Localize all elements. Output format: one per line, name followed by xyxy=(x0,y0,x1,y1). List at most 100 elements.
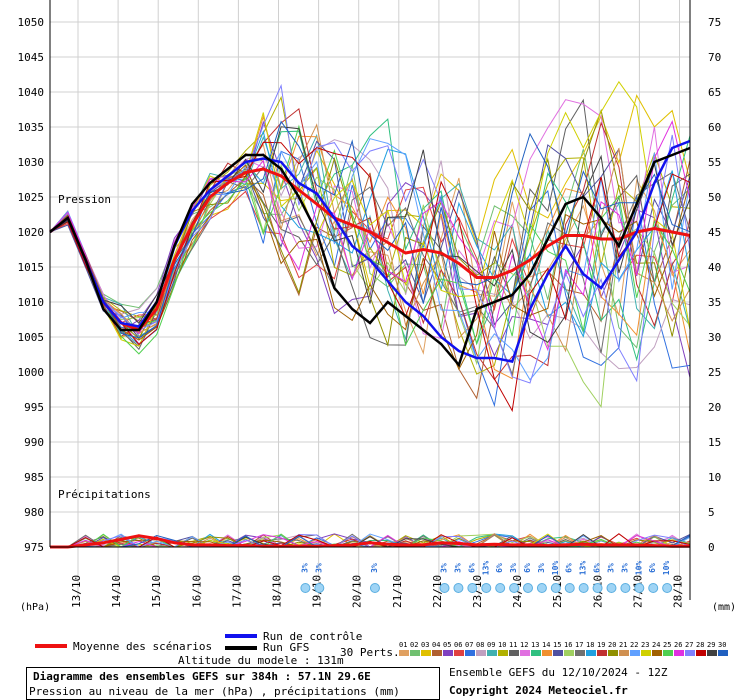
snowflake-icon xyxy=(300,583,311,593)
pert-color-swatch xyxy=(487,650,497,656)
pert-number: 07 xyxy=(465,641,473,649)
pert-color-swatch xyxy=(575,650,585,656)
footer-title-box: Diagramme des ensembles GEFS sur 384h : … xyxy=(26,667,440,700)
x-tick-label: 22/10 xyxy=(431,575,444,608)
pressure-label: Pression xyxy=(58,193,111,206)
pert-number: 09 xyxy=(487,641,495,649)
snow-percent-label: 6% xyxy=(523,563,532,573)
right-unit: (mm) xyxy=(712,602,736,613)
perturbation-line xyxy=(49,120,691,339)
snow-percent-label: 6% xyxy=(495,563,504,573)
pert-color-swatch xyxy=(718,650,728,656)
snowflake-icon xyxy=(606,583,617,593)
pert-number: 30 xyxy=(718,641,726,649)
snow-percent-label: 6% xyxy=(565,563,574,573)
snow-percent-label: 6% xyxy=(648,563,657,573)
y-tick-label: 980 xyxy=(24,506,44,519)
legend-mean-label: Moyenne des scénarios xyxy=(73,640,212,653)
x-tick-label: 18/10 xyxy=(271,575,284,608)
footer-copyright: Copyright 2024 Meteociel.fr xyxy=(449,684,628,697)
snowflake-icon xyxy=(314,583,325,593)
y-tick-label: 1015 xyxy=(18,261,45,274)
x-tick-label: 20/10 xyxy=(351,575,364,608)
pert-color-swatch xyxy=(432,650,442,656)
main-series xyxy=(49,139,691,549)
snowflake-icon xyxy=(648,583,659,593)
x-tick-label: 15/10 xyxy=(150,575,163,608)
snowflake-icon xyxy=(467,583,478,593)
pert-color-swatch xyxy=(399,650,409,656)
pert-color-swatch xyxy=(696,650,706,656)
y-tick-label: 1000 xyxy=(18,366,45,379)
right-tick-label: 65 xyxy=(708,86,721,99)
pert-number: 28 xyxy=(696,641,704,649)
perturbation-line xyxy=(49,108,691,381)
snow-percent-label: 3% xyxy=(300,563,309,573)
x-tick-label: 17/10 xyxy=(230,575,243,608)
pert-color-swatch xyxy=(707,650,717,656)
pert-number: 11 xyxy=(509,641,517,649)
snow-percent-label: 3% xyxy=(606,563,615,573)
snow-percent-label: 3% xyxy=(620,563,629,573)
mean-precip-line xyxy=(50,534,690,549)
pert-number: 23 xyxy=(641,641,649,649)
pert-color-swatch xyxy=(619,650,629,656)
right-tick-label: 25 xyxy=(708,366,721,379)
x-tick-label: 16/10 xyxy=(190,575,203,608)
snowflake-icon xyxy=(634,583,645,593)
pert-color-swatch xyxy=(498,650,508,656)
right-tick-label: 5 xyxy=(708,506,715,519)
mean-pressure-line xyxy=(49,167,691,332)
pert-number: 27 xyxy=(685,641,693,649)
legend-gfs-label: Run GFS xyxy=(263,641,309,654)
snowflake-icon xyxy=(481,583,492,593)
right-tick-label: 55 xyxy=(708,156,721,169)
precip-label: Précipitations xyxy=(58,488,151,501)
snowflake-icon xyxy=(620,583,631,593)
pert-color-swatch xyxy=(542,650,552,656)
snow-percent-label: 3% xyxy=(537,563,546,573)
left-unit: (hPa) xyxy=(20,602,50,613)
perturbation-legend: 01 02 03 04 05 06 07 08 09 10 11 12 13 14 15 16 17 18 19 20… xyxy=(399,641,728,656)
x-tick-label: 14/10 xyxy=(110,575,123,608)
pert-color-swatch xyxy=(608,650,618,656)
perturbation-line xyxy=(49,141,691,413)
y-tick-label: 1050 xyxy=(18,16,45,29)
y-tick-label: 995 xyxy=(24,401,44,414)
snowflake-icon xyxy=(369,583,380,593)
pert-number: 26 xyxy=(674,641,682,649)
pert-number: 16 xyxy=(564,641,572,649)
snow-percent-label: 13% xyxy=(481,561,490,576)
perturbation-line xyxy=(49,126,691,343)
pert-number: 08 xyxy=(476,641,484,649)
snowflake-icon xyxy=(509,583,520,593)
pert-color-swatch xyxy=(476,650,486,656)
pert-color-swatch xyxy=(586,650,596,656)
pert-number: 29 xyxy=(707,641,715,649)
snowflake-icon xyxy=(550,583,561,593)
pert-color-swatch xyxy=(685,650,695,656)
snow-percent-label: 3% xyxy=(453,563,462,573)
perturbation-line xyxy=(49,164,691,371)
pert-number: 10 xyxy=(498,641,506,649)
snow-percent-label: 3% xyxy=(314,563,323,573)
right-tick-label: 40 xyxy=(708,261,721,274)
right-tick-label: 45 xyxy=(708,226,721,239)
pert-color-swatch xyxy=(509,650,519,656)
y-tick-label: 975 xyxy=(24,541,44,554)
pert-color-swatch xyxy=(443,650,453,656)
y-tick-label: 1025 xyxy=(18,191,45,204)
snowflake-icon xyxy=(578,583,589,593)
perturbation-line xyxy=(49,163,691,409)
snowflake-icon xyxy=(592,583,603,593)
pert-color-swatch xyxy=(674,650,684,656)
snowflake-icon xyxy=(439,583,450,593)
pert-number: 19 xyxy=(597,641,605,649)
x-tick-label: 23/10 xyxy=(471,575,484,608)
pert-number: 18 xyxy=(586,641,594,649)
pert-number: 20 xyxy=(608,641,616,649)
snow-percent-label: 10% xyxy=(662,561,671,576)
right-tick-label: 30 xyxy=(708,331,721,344)
right-tick-label: 75 xyxy=(708,16,721,29)
